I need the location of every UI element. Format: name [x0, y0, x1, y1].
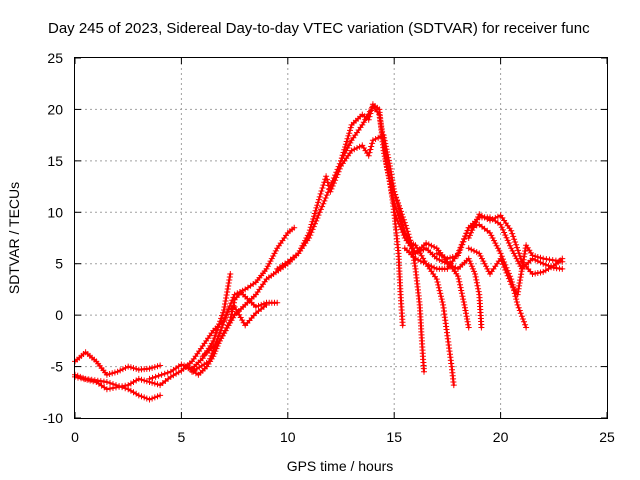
- y-tick-label: 10: [47, 204, 63, 220]
- y-tick-label: 5: [55, 256, 63, 272]
- y-axis-label: SDTVAR / TECUs: [6, 182, 22, 294]
- series-track-15: [465, 242, 566, 298]
- y-tick-label: 20: [47, 101, 63, 117]
- x-tick-label: 5: [178, 429, 186, 445]
- x-tick-label: 25: [599, 429, 615, 445]
- series-track-11: [382, 157, 472, 331]
- data-series: [72, 101, 566, 403]
- series-track-6: [189, 301, 270, 375]
- series-markers: [199, 103, 406, 360]
- y-tick-label: 25: [47, 50, 63, 66]
- series-track-7: [199, 103, 406, 360]
- series-track-3: [72, 371, 164, 403]
- series-track-8: [274, 132, 427, 375]
- series-track-2: [72, 224, 298, 393]
- x-tick-label: 10: [280, 429, 296, 445]
- x-axis-label: GPS time / hours: [287, 458, 394, 474]
- series-markers: [72, 349, 164, 378]
- y-tick-label: 15: [47, 153, 63, 169]
- series-markers: [465, 211, 566, 277]
- x-tick-label: 15: [386, 429, 402, 445]
- y-tick-label: 0: [55, 307, 63, 323]
- series-markers: [465, 242, 566, 298]
- chart-title: Day 245 of 2023, Sidereal Day-to-day VTE…: [48, 20, 590, 37]
- series-markers: [382, 157, 472, 331]
- y-tick-label: -10: [43, 410, 63, 426]
- series-markers: [189, 301, 270, 375]
- axis-ticks: 0 5 10 15 20 25 -10 -5 0 5 10 15 20 25: [43, 50, 615, 445]
- plot-frame: [74, 57, 608, 419]
- y-tick-label: -5: [51, 359, 64, 375]
- series-markers: [274, 132, 427, 375]
- x-tick-label: 20: [493, 429, 509, 445]
- x-tick-label: 0: [71, 429, 79, 445]
- series-track-14: [465, 211, 566, 277]
- grid-lines: [75, 58, 607, 418]
- series-track-1: [72, 349, 164, 378]
